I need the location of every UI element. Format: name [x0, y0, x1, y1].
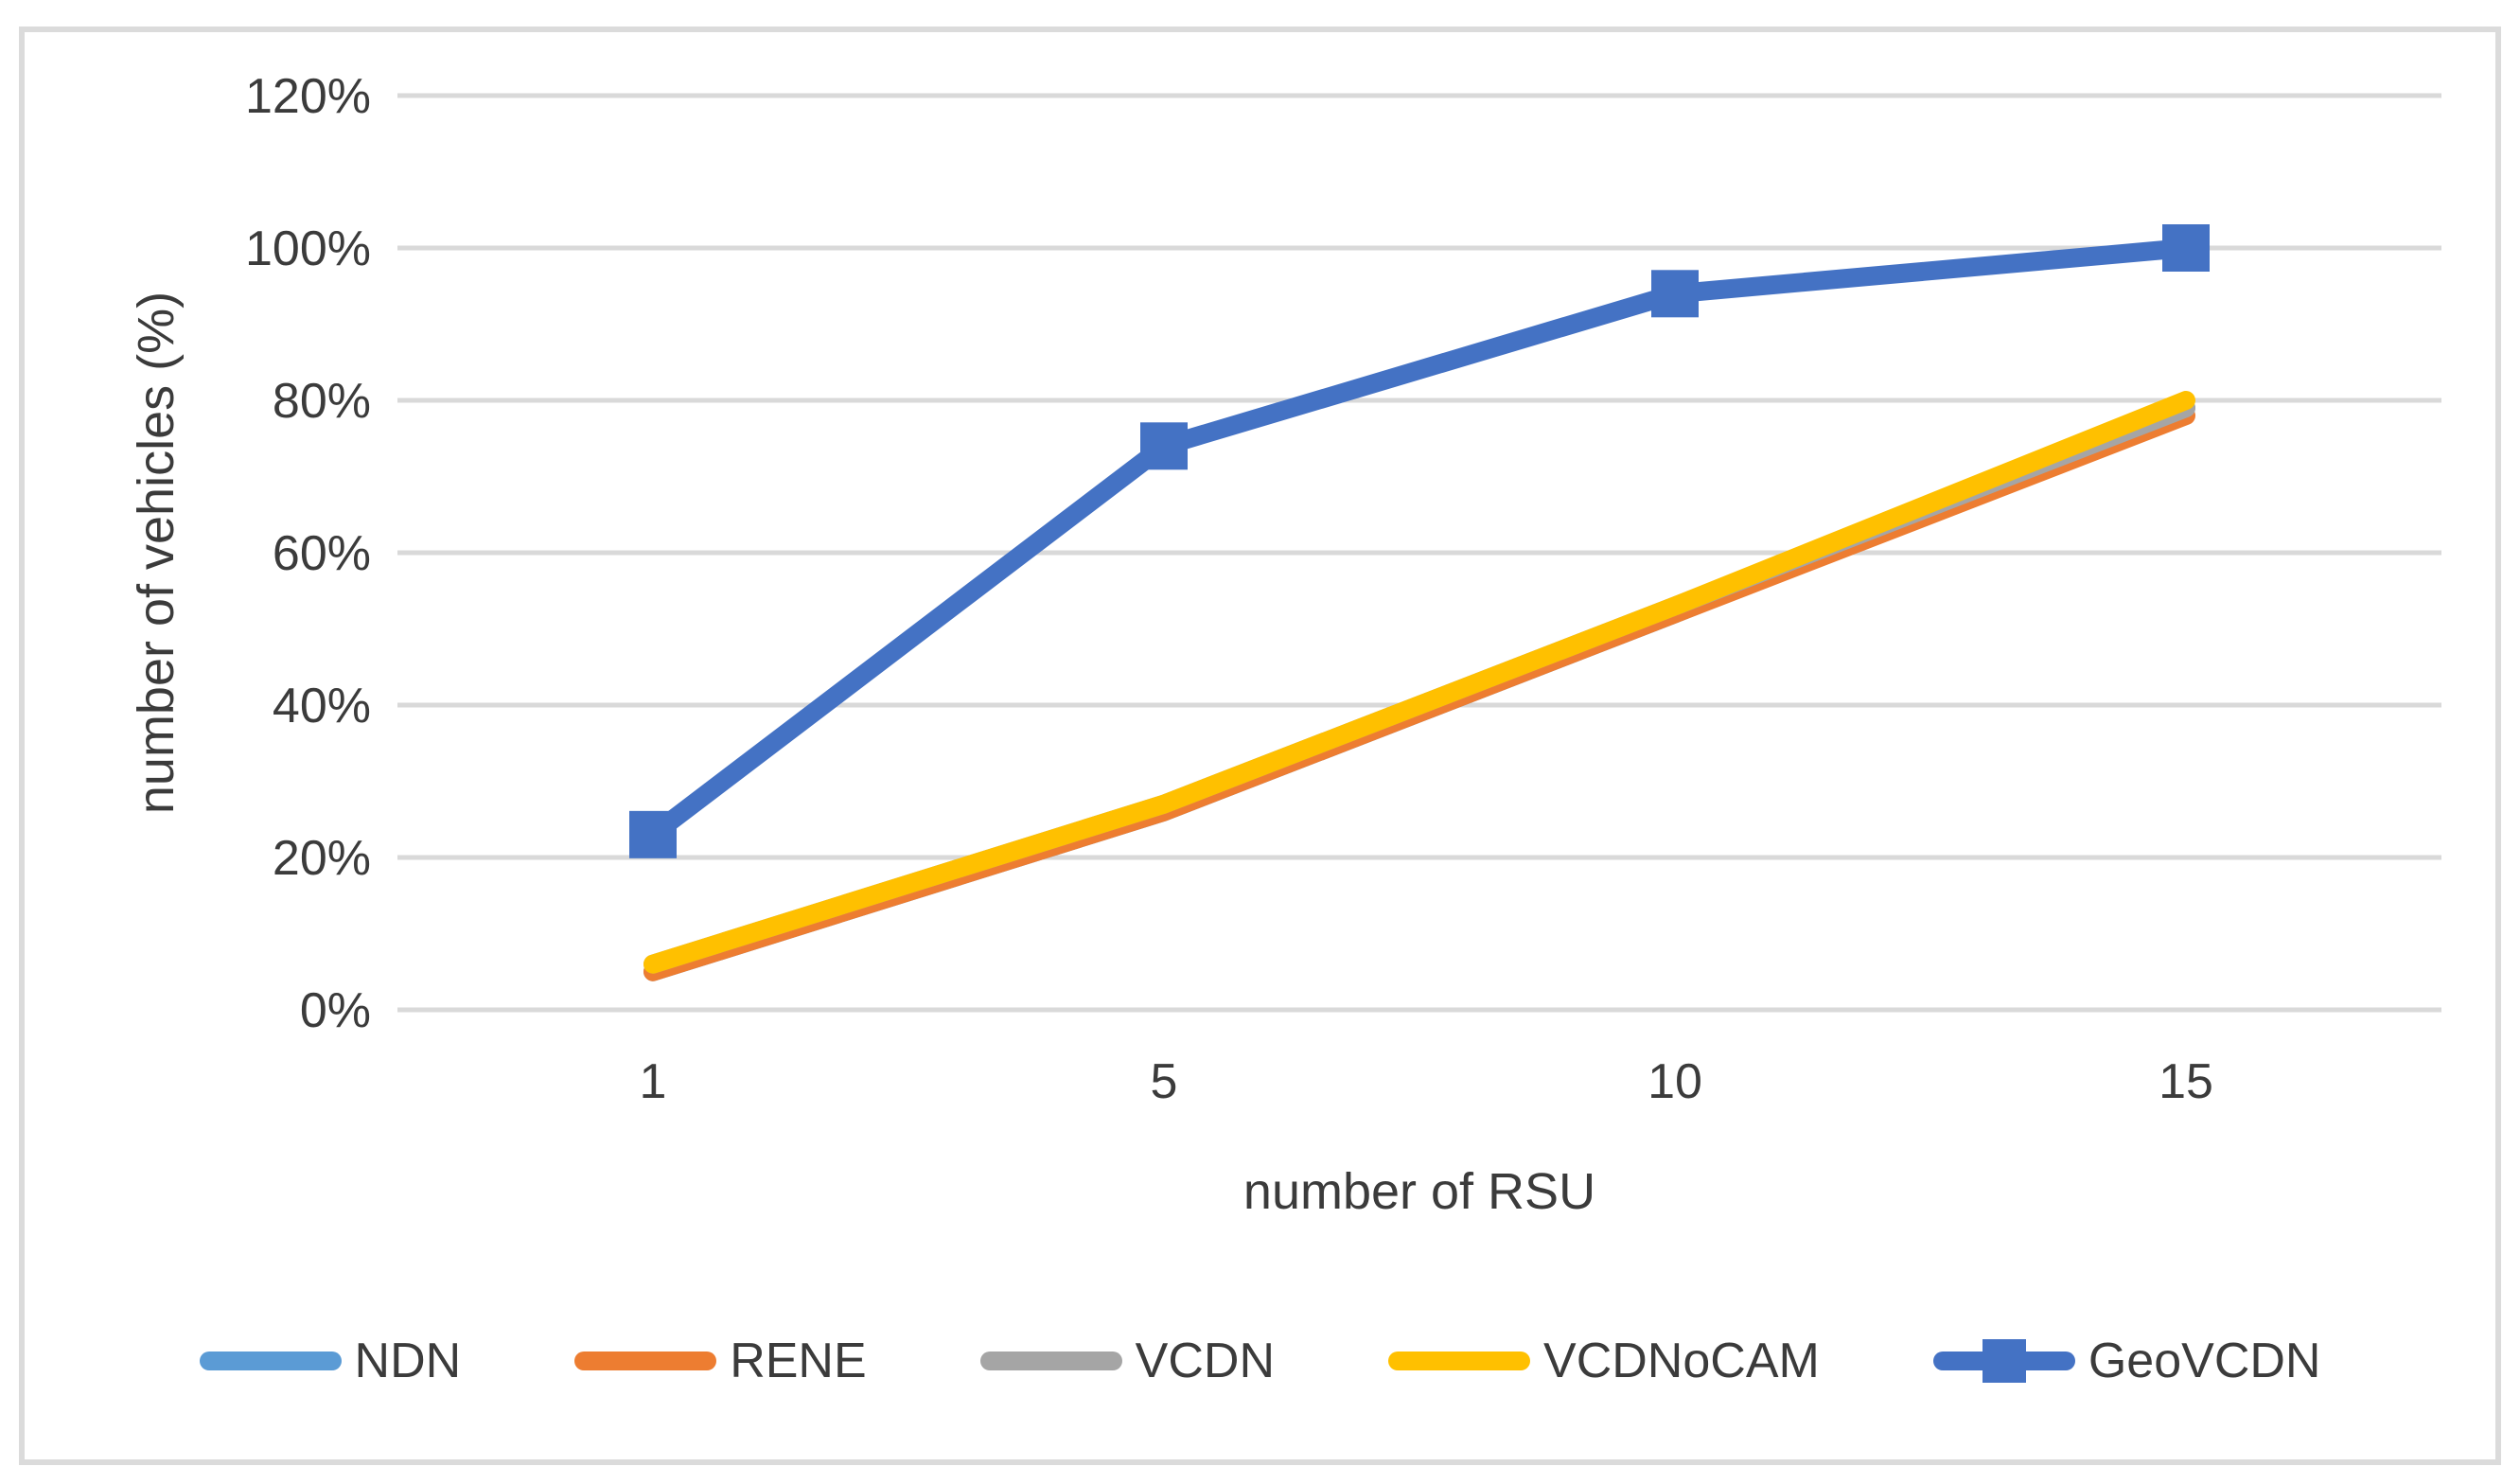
series-line-VCDNoCAM: [643, 391, 2195, 974]
y-axis-title-wrap: number of vehicles (%): [57, 96, 256, 1010]
legend-item-NDN: NDN: [199, 1333, 462, 1389]
legend-label: VCDNoCAM: [1543, 1334, 1820, 1388]
legend-label: RENE: [730, 1334, 867, 1388]
x-tick-label: 5: [1151, 1054, 1178, 1109]
y-tick-label: 40%: [273, 679, 371, 733]
series-marker-GeoVCDN: [1140, 422, 1188, 470]
legend-line-swatch: [1932, 1339, 2075, 1383]
y-tick-label: 20%: [273, 831, 371, 886]
series-line-GeoVCDN: [643, 238, 2195, 844]
y-tick-label: 60%: [273, 526, 371, 581]
legend-line-swatch: [1388, 1352, 1531, 1370]
legend-item-VCDN: VCDN: [979, 1333, 1276, 1389]
series-marker-GeoVCDN: [629, 810, 677, 858]
legend-line-swatch: [574, 1352, 717, 1370]
legend-item-GeoVCDN: GeoVCDN: [1932, 1333, 2321, 1389]
y-tick-label: 80%: [273, 374, 371, 429]
legend: NDN RENE VCDN VCDNoCAM GeoVCDN: [0, 1333, 2520, 1389]
legend-item-VCDNoCAM: VCDNoCAM: [1388, 1333, 1820, 1389]
legend-line-swatch: [979, 1352, 1122, 1370]
legend-label: VCDN: [1135, 1334, 1276, 1388]
legend-label: NDN: [354, 1334, 462, 1388]
x-axis-title: number of RSU: [1242, 1163, 1596, 1220]
series-marker-GeoVCDN: [1651, 270, 1699, 318]
x-tick-label: 10: [1648, 1054, 1702, 1109]
y-tick-label: 120%: [245, 69, 371, 124]
x-tick-label: 15: [2159, 1054, 2213, 1109]
legend-line-swatch: [199, 1352, 342, 1370]
series-marker-GeoVCDN: [2162, 224, 2210, 272]
legend-square-marker-icon: [1982, 1339, 2026, 1383]
y-tick-label: 100%: [245, 221, 371, 276]
y-tick-label: 0%: [300, 983, 371, 1038]
legend-label: GeoVCDN: [2088, 1334, 2321, 1388]
x-tick-label: 1: [640, 1054, 667, 1109]
legend-item-RENE: RENE: [574, 1333, 867, 1389]
y-axis-title: number of vehicles (%): [128, 291, 185, 815]
